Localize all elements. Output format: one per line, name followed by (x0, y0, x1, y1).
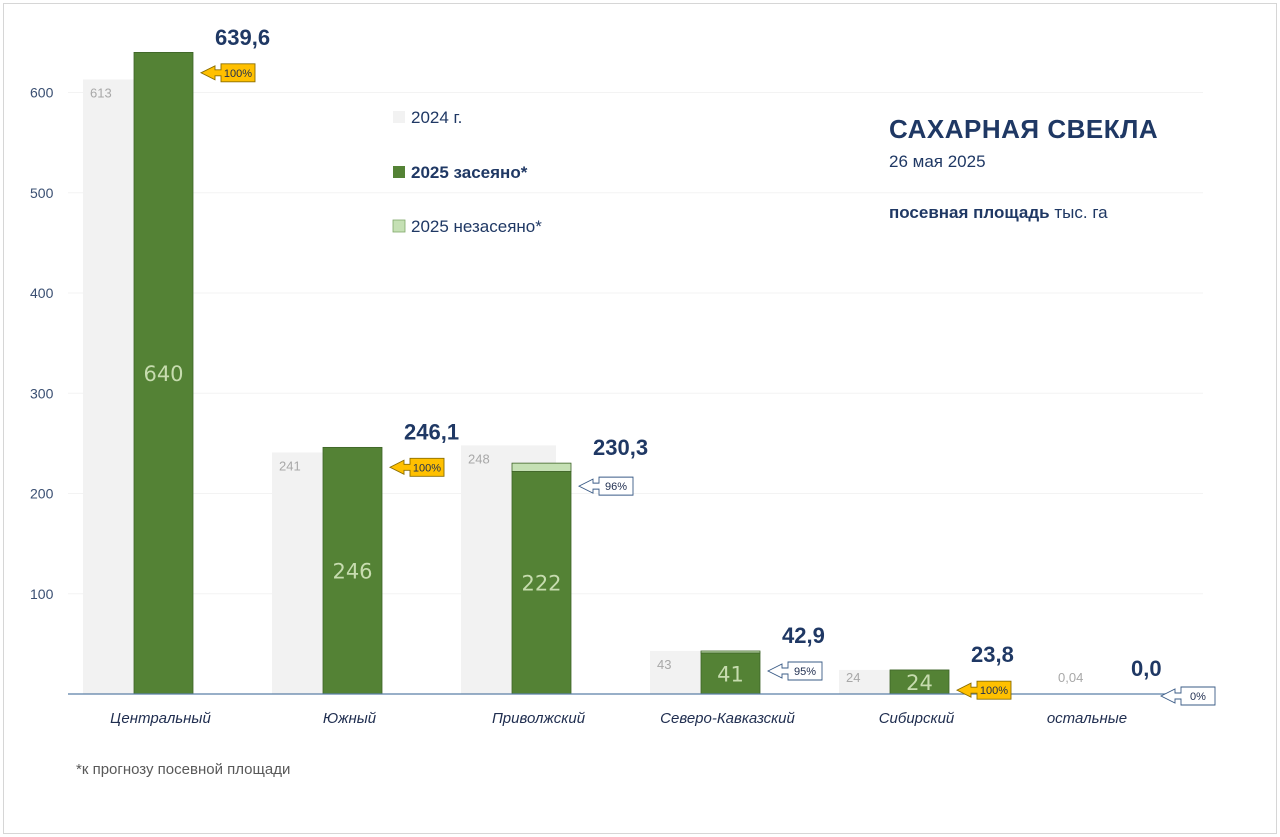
category-label: Приволжский (492, 710, 586, 727)
percent-label: 100% (224, 68, 252, 80)
data-labels: 613 640 639,6 100% 241 246 246,1 100% 248 222 230,… (90, 25, 1216, 706)
bars (83, 52, 950, 695)
label-2024-value: 613 (90, 85, 112, 100)
chart-unit: посевная площадь тыс. га (889, 203, 1108, 222)
y-tick-label: 400 (30, 285, 54, 301)
gridlines (68, 92, 1203, 595)
percent-badge (199, 63, 256, 83)
category-label: остальные (1047, 710, 1127, 727)
percent-badge (577, 476, 634, 496)
label-2024-value: 248 (468, 451, 490, 466)
chart-title: Сахарная свекла (889, 114, 1158, 144)
legend-label-unsown: 2025 незасеяно* (411, 217, 542, 236)
label-total: 639,6 (215, 25, 270, 50)
label-2024-value: 43 (657, 657, 671, 672)
unit-bold: посевная площадь (889, 203, 1050, 222)
percent-label: 100% (980, 685, 1008, 697)
label-2024-value: 24 (846, 670, 860, 685)
y-tick-label: 300 (30, 385, 54, 401)
y-tick-label: 500 (30, 185, 54, 201)
bar-2025-sown (700, 652, 761, 695)
bar-2025-sown (511, 471, 572, 695)
category-label: Южный (323, 710, 377, 727)
chart-frame (3, 3, 1277, 834)
category-label: Сибирский (879, 710, 955, 727)
percent-badge (388, 457, 445, 477)
percent-label: 0% (1190, 691, 1206, 703)
label-total: 0,0 (1131, 656, 1162, 681)
percent-badge (955, 680, 1012, 700)
label-total: 230,3 (593, 435, 648, 460)
chart-date: 26 мая 2025 (889, 152, 986, 171)
percent-label: 95% (794, 666, 816, 678)
label-total: 23,8 (971, 642, 1014, 667)
bar-2025-unsown (700, 650, 761, 654)
label-2025-sown-value: 246 (332, 560, 372, 584)
label-2024-value: 241 (279, 458, 301, 473)
label-total: 246,1 (404, 419, 459, 444)
percent-label: 100% (413, 462, 441, 474)
label-2025-sown-value: 41 (717, 662, 744, 686)
label-total: 42,9 (782, 623, 825, 648)
label-2025-sown-value: 222 (521, 572, 561, 596)
unit-rest: тыс. га (1054, 203, 1108, 222)
title-block: Сахарная свекла 26 мая 2025 посевная пло… (889, 114, 1158, 222)
legend-swatch-unsown (392, 219, 406, 233)
legend-label-sown: 2025 засеяно* (411, 163, 528, 182)
percent-badge (766, 661, 823, 681)
bar-2025-sown (322, 446, 383, 695)
y-tick-label: 600 (30, 85, 54, 101)
bar-2025-unsown (511, 462, 572, 472)
percent-label: 96% (605, 481, 627, 493)
category-label: Северо-Кавказский (660, 710, 795, 727)
percent-badge (1159, 686, 1216, 706)
y-axis-ticks: 100 200 300 400 500 600 (30, 85, 54, 602)
label-2025-sown-value: 640 (143, 362, 183, 386)
legend-label-2024: 2024 г. (411, 108, 462, 127)
y-tick-label: 100 (30, 586, 54, 602)
category-labels: Центральный Южный Приволжский Северо-Кавказ… (110, 710, 1127, 727)
legend-swatch-2024 (393, 111, 405, 123)
y-tick-label: 200 (30, 486, 54, 502)
label-2025-sown-value: 24 (906, 671, 933, 695)
legend-swatch-sown (393, 166, 405, 178)
legend: 2024 г. 2025 засеяно* 2025 незасеяно* (392, 108, 542, 236)
footnote: *к прогнозу посевной площади (76, 761, 290, 778)
label-2024-value: 0,04 (1058, 670, 1083, 685)
category-label: Центральный (110, 710, 211, 727)
